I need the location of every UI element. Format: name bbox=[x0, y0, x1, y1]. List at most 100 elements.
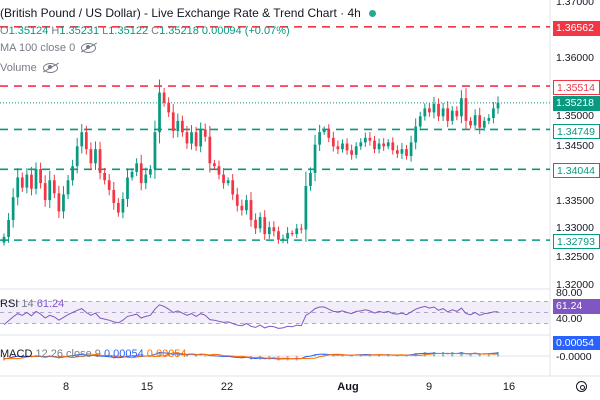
candle-body bbox=[71, 166, 74, 181]
candle-body bbox=[400, 149, 404, 154]
time-axis-label: 15 bbox=[140, 381, 154, 393]
candle-body bbox=[11, 197, 15, 220]
macd-histogram-bar bbox=[76, 355, 79, 357]
macd-histogram-bar bbox=[268, 356, 271, 360]
candle-body bbox=[103, 172, 107, 181]
candle-body bbox=[80, 132, 84, 147]
axis-tick-label: 1.32000 bbox=[556, 279, 594, 291]
candle-body bbox=[185, 132, 189, 144]
candle-body bbox=[66, 180, 70, 195]
candle-body bbox=[39, 168, 42, 184]
candle-body bbox=[450, 110, 454, 121]
rsi-value-tag: 61.24 bbox=[553, 299, 600, 314]
macd-params: 12 26 close 9 bbox=[35, 348, 101, 360]
time-axis-label: 8 bbox=[62, 381, 70, 393]
time-axis-label: 9 bbox=[425, 381, 433, 393]
candle-body bbox=[135, 163, 139, 172]
candle-body bbox=[478, 115, 482, 128]
candle-body bbox=[354, 146, 358, 155]
open-value: 1.35124 bbox=[8, 25, 49, 37]
candle-body bbox=[455, 110, 459, 117]
high-value: 1.35231 bbox=[59, 25, 100, 37]
eye-off-icon[interactable] bbox=[42, 63, 58, 74]
candle-body bbox=[2, 236, 6, 243]
candle-body bbox=[469, 120, 472, 126]
macd-histogram-bar bbox=[176, 353, 179, 357]
chart-title: (British Pound / US Dollar) - Live Excha… bbox=[0, 6, 376, 20]
candle-body bbox=[16, 177, 20, 198]
candle-body bbox=[437, 103, 440, 117]
candle-body bbox=[464, 98, 468, 121]
candle-body bbox=[116, 202, 120, 213]
candle-body bbox=[20, 177, 24, 188]
candle-body bbox=[460, 98, 463, 117]
macd-histogram-bar bbox=[94, 355, 97, 357]
candle-body bbox=[341, 143, 344, 150]
candle-body bbox=[441, 108, 445, 117]
rsi-legend[interactable]: RSI 14 61.24 bbox=[0, 298, 64, 310]
candle-body bbox=[240, 205, 244, 211]
candle-body bbox=[277, 231, 280, 240]
candle-body bbox=[299, 228, 303, 230]
macd-signal-line bbox=[4, 352, 499, 360]
candle-body bbox=[363, 137, 367, 143]
rsi-upper-label: 80.00 bbox=[556, 287, 583, 299]
candle-body bbox=[167, 102, 171, 113]
candle-body bbox=[286, 232, 289, 239]
resistance-price-tag: 1.36562 bbox=[553, 21, 600, 36]
candle-body bbox=[446, 108, 450, 121]
macd-value: 0.00054 bbox=[103, 348, 144, 360]
low-label: L bbox=[102, 25, 109, 37]
candle-body bbox=[492, 108, 495, 119]
time-axis-label: 22 bbox=[220, 381, 234, 393]
axis-tick-label: 1.35000 bbox=[556, 110, 594, 122]
macd-histogram-bar bbox=[341, 355, 344, 357]
candle-body bbox=[382, 143, 386, 147]
macd-histogram-bar bbox=[204, 354, 207, 357]
ma-label: MA 100 close 0 bbox=[0, 42, 76, 54]
candle-body bbox=[487, 118, 491, 121]
candle-body bbox=[199, 129, 203, 147]
candle-body bbox=[231, 180, 235, 195]
volume-label: Volume bbox=[0, 62, 37, 74]
axis-tick-label: 1.37000 bbox=[556, 0, 594, 8]
candle-body bbox=[473, 115, 477, 126]
macd-legend[interactable]: MACD 12 26 close 9 0.00054 0.00054 bbox=[0, 348, 187, 360]
candle-body bbox=[34, 168, 38, 189]
macd-histogram-bar bbox=[487, 353, 490, 357]
rsi-value: 61.24 bbox=[36, 298, 65, 310]
candle-body bbox=[84, 132, 88, 150]
candle-body bbox=[181, 120, 184, 133]
candle-body bbox=[126, 177, 129, 199]
candle-body bbox=[30, 174, 33, 189]
candle-body bbox=[373, 140, 376, 150]
candle-body bbox=[144, 174, 148, 184]
candle-body bbox=[130, 171, 134, 178]
high-label: H bbox=[51, 25, 60, 37]
candle-body bbox=[391, 142, 395, 151]
candle-body bbox=[377, 143, 381, 150]
candle-body bbox=[258, 217, 262, 229]
eye-off-icon[interactable] bbox=[81, 43, 97, 54]
candle-body bbox=[368, 137, 372, 141]
macd-histogram-bar bbox=[478, 353, 481, 357]
candle-body bbox=[176, 120, 180, 132]
candle-body bbox=[222, 174, 225, 184]
candle-body bbox=[57, 193, 61, 212]
ma-indicator-row[interactable]: MA 100 close 0 bbox=[0, 42, 97, 54]
support-price-tag: 1.34749 bbox=[553, 124, 600, 139]
candle-body bbox=[418, 116, 422, 127]
macd-histogram-bar bbox=[158, 352, 161, 357]
candle-body bbox=[148, 168, 152, 175]
candle-body bbox=[414, 126, 418, 143]
support-price-tag: 1.34044 bbox=[553, 163, 600, 178]
candle-body bbox=[432, 103, 436, 113]
volume-indicator-row[interactable]: Volume bbox=[0, 62, 58, 74]
candle-body bbox=[75, 146, 79, 167]
candle-body bbox=[208, 136, 212, 164]
candle-body bbox=[226, 180, 230, 184]
macd-histogram-bar bbox=[432, 352, 435, 357]
settings-icon[interactable] bbox=[576, 381, 587, 392]
candle-body bbox=[331, 137, 335, 147]
